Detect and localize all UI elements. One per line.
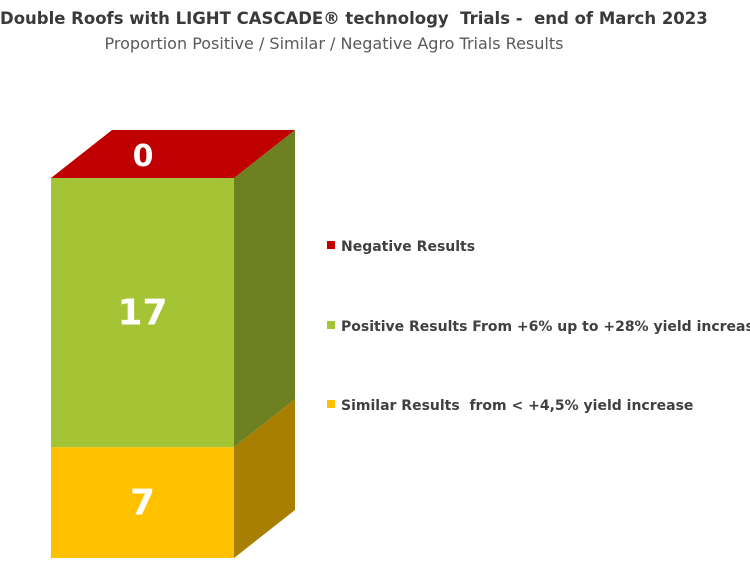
bar-front-similar (51, 447, 234, 558)
bar-segment-positive: 17 (51, 130, 295, 448)
legend-swatch-similar (327, 400, 335, 408)
legend-item-positive: Positive Results From +6% up to +28% yie… (327, 319, 750, 335)
value-label-negative: 0 (133, 139, 154, 174)
legend-label-positive: Positive Results From +6% up to +28% yie… (341, 319, 750, 335)
value-label-positive: 17 (117, 293, 167, 334)
bar-side-positive (234, 130, 295, 448)
legend-item-similar: Similar Results from < +4,5% yield incre… (327, 398, 693, 414)
bar-top-cap (51, 130, 295, 178)
legend-item-negative: Negative Results (327, 239, 475, 255)
bar-front-positive (51, 178, 234, 448)
legend: Negative Results Positive Results From +6… (327, 239, 750, 414)
legend-swatch-positive (327, 321, 335, 329)
legend-swatch-negative (327, 241, 335, 249)
bar-side-similar (234, 399, 295, 558)
bar-segment-similar: 7 (51, 399, 295, 558)
bar-layer: 7 17 0 (51, 130, 295, 558)
chart-subtitle: Proportion Positive / Similar / Negative… (104, 34, 564, 53)
value-label-similar: 7 (130, 483, 155, 524)
legend-label-similar: Similar Results from < +4,5% yield incre… (341, 398, 693, 414)
legend-label-negative: Negative Results (341, 239, 475, 255)
